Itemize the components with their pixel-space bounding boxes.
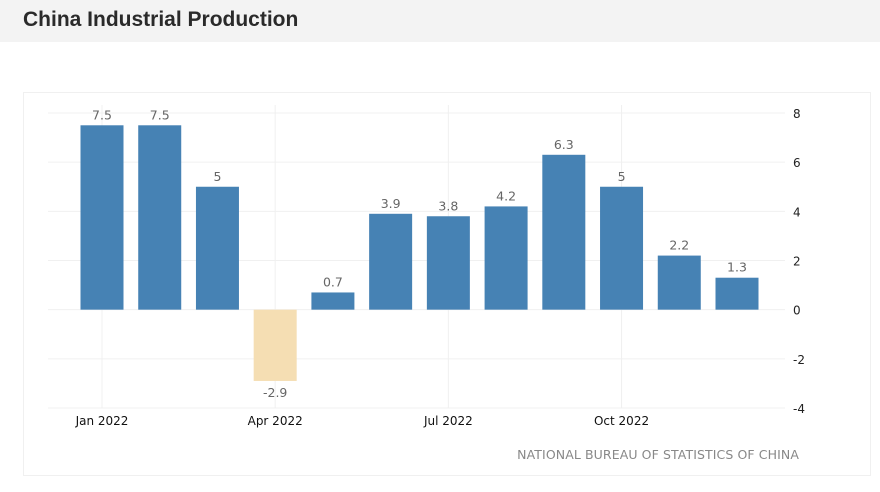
y-tick-label: -2	[793, 353, 805, 367]
data-label: 7.5	[92, 107, 112, 122]
y-tick-label: 4	[793, 205, 801, 219]
bar-may-2022	[311, 292, 355, 310]
data-label: 5	[213, 169, 221, 184]
bar-dec-2022	[715, 277, 759, 310]
data-label: 7.5	[150, 107, 170, 122]
x-tick-label: Oct 2022	[594, 414, 649, 428]
x-tick-label: Apr 2022	[248, 414, 303, 428]
x-tick-label: Jul 2022	[423, 414, 473, 428]
data-label: 2.2	[669, 238, 689, 253]
data-label: 4.2	[496, 188, 516, 203]
bar-jun-2022	[369, 213, 413, 310]
y-tick-label: 2	[793, 255, 801, 269]
data-label: 6.3	[554, 137, 574, 152]
data-label: 1.3	[727, 260, 747, 275]
data-label: 0.7	[323, 274, 343, 289]
source-label: NATIONAL BUREAU OF STATISTICS OF CHINA	[517, 447, 799, 462]
y-tick-label: 8	[793, 107, 801, 121]
header-bar: China Industrial Production	[0, 0, 880, 42]
x-tick-label: Jan 2022	[75, 414, 129, 428]
bar-aug-2022	[484, 206, 528, 310]
y-tick-label: -4	[793, 402, 805, 416]
bar-nov-2022	[657, 255, 701, 310]
bar-sep-2022	[542, 154, 586, 310]
bar-mar-2022	[195, 186, 239, 310]
data-label: 5	[618, 169, 626, 184]
bar-oct-2022	[600, 186, 644, 310]
chart-container	[23, 92, 871, 476]
data-label: 3.9	[381, 196, 401, 211]
y-tick-label: 6	[793, 156, 801, 170]
bar-jan-2022	[80, 125, 124, 310]
page-title: China Industrial Production	[23, 8, 299, 31]
bar-jul-2022	[426, 216, 470, 310]
data-label: 3.8	[438, 198, 458, 213]
y-tick-label: 0	[793, 304, 801, 318]
data-label: -2.9	[263, 385, 287, 400]
bar-feb-2022	[138, 125, 182, 310]
bar-apr-2022	[253, 309, 297, 381]
